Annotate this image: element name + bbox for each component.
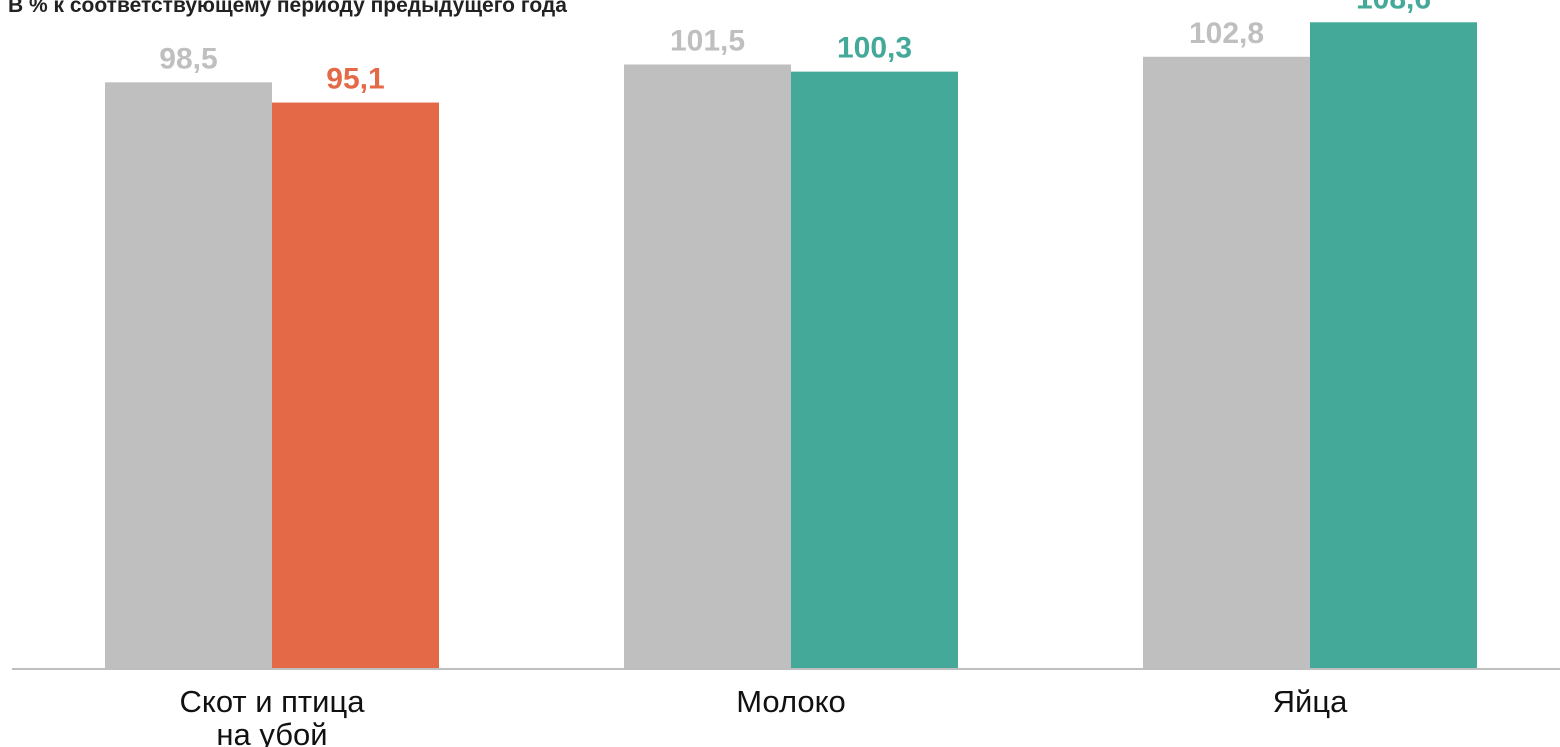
data-label-2-series-2: 100,3 — [837, 32, 912, 65]
data-label-3-series-1: 102,8 — [1189, 17, 1264, 50]
data-label-3-series-2: 108,6 — [1356, 0, 1431, 15]
category-label-2: Молоко — [736, 684, 846, 719]
bar-3-series-1 — [1143, 56, 1310, 668]
bar-1-series-1 — [105, 82, 272, 668]
data-label-1-series-2: 95,1 — [326, 63, 384, 96]
category-label-line: на убой — [216, 717, 327, 747]
bar-2-series-2 — [791, 71, 958, 668]
category-label-line: Яйца — [1273, 684, 1348, 719]
data-label-1-series-1: 98,5 — [159, 42, 217, 75]
category-label-1: Скот и птица на убой — [180, 684, 366, 747]
chart-title: В % к соответствующему периоду предыдуще… — [8, 0, 567, 17]
category-label-3: Яйца — [1273, 684, 1348, 719]
data-label-2-series-1: 101,5 — [670, 24, 745, 57]
bar-1-series-2 — [272, 102, 439, 669]
bar-3-series-2 — [1310, 22, 1477, 669]
bar-2-series-1 — [624, 64, 791, 668]
category-label-line: Скот и птица — [180, 684, 366, 719]
category-label-line: Молоко — [736, 684, 846, 719]
